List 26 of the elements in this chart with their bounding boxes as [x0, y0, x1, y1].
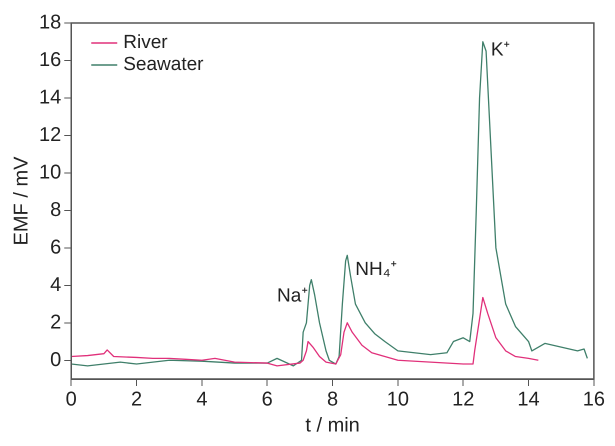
x-tick-label: 12: [452, 388, 474, 411]
annotation: K⁺: [490, 39, 510, 60]
legend-label: River: [123, 32, 168, 54]
y-tick-label: 12: [38, 124, 62, 146]
annotation: Na⁺: [277, 285, 308, 306]
x-tick-label: 4: [196, 388, 208, 411]
y-tick-label: 14: [38, 86, 62, 108]
legend-label: Seawater: [123, 54, 204, 76]
y-tick-label: 6: [50, 236, 62, 258]
x-tick-label: 14: [517, 388, 540, 411]
x-tick-label: 10: [386, 388, 410, 411]
y-tick-label: 18: [38, 12, 62, 34]
y-tick-label: 4: [50, 274, 62, 296]
x-tick-label: 6: [262, 388, 273, 411]
x-tick-label: 8: [327, 388, 338, 411]
y-tick-label: 10: [38, 161, 62, 184]
x-axis-title: t / min: [305, 414, 360, 437]
y-axis-title: EMF / mV: [10, 156, 33, 246]
y-tick-label: 8: [50, 198, 62, 221]
annotation: NH₄⁺: [355, 259, 396, 280]
x-tick-label: 16: [582, 388, 605, 411]
y-tick-label: 16: [38, 48, 62, 71]
x-tick-label: 2: [131, 388, 142, 411]
x-tick-label: 0: [66, 388, 77, 411]
y-tick-label: 2: [50, 311, 62, 334]
y-tick-label: 0: [50, 348, 62, 371]
